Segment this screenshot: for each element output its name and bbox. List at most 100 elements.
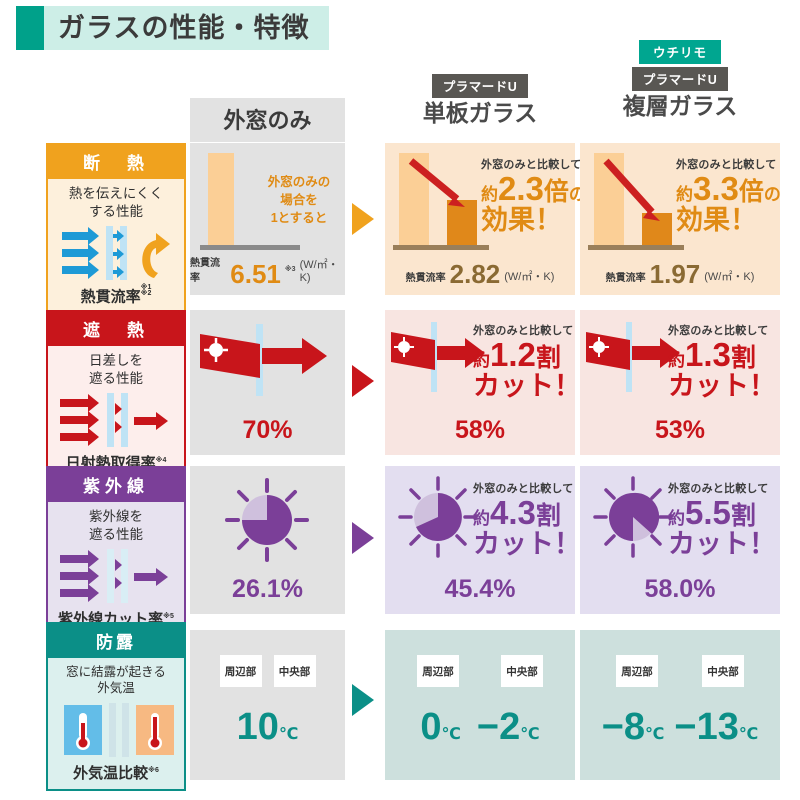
title-accent-bar — [16, 6, 44, 50]
cell-uv-double: 外窓のみと比較して 約5.5割 カット！ 58.0% — [580, 466, 780, 614]
cell-condensation-base: 周辺部 中央部 10℃ — [190, 630, 345, 780]
arrow-condensation-1 — [352, 684, 374, 716]
row-label-insulation-foot: 熱貫流率※1 ※2 — [80, 284, 152, 306]
metric-value: 2.82 — [449, 259, 501, 289]
compare-effect: カット！ — [473, 528, 581, 559]
row-label-uv-head: 紫外線 — [48, 468, 184, 502]
arrow-insulation-1 — [352, 203, 374, 235]
page-title: ガラスの性能・特徴 — [16, 6, 330, 50]
shading-base-value: 70% — [242, 416, 293, 444]
cell-shading-base: 70% — [190, 310, 345, 455]
cell-uv-single: 外窓のみと比較して 約4.3割 カット！ 45.4% — [385, 466, 581, 614]
compare-effect: 効果！ — [676, 204, 757, 235]
uv-single-value: 45.4% — [444, 575, 516, 603]
compare-value: 約1.2割 — [473, 336, 561, 373]
footnote-marker: ※5 — [163, 613, 174, 621]
metric-value: 6.51 — [230, 259, 281, 289]
insulation-single-metric: 熱貫流率 2.82 (W/㎡・K) — [385, 261, 575, 287]
compare-effect: カット！ — [668, 528, 776, 559]
metric-label: 熱貫流率 — [190, 258, 220, 284]
row-label-uv-sub: 紫外線を 遮る性能 — [89, 509, 143, 542]
metric-label: 熱貫流率 — [605, 273, 646, 284]
shading-double-value: 53% — [654, 416, 706, 444]
condensation-double-values: −8℃ −13℃ — [580, 708, 780, 746]
insulation-single-compare: 外窓のみと比較して 約2.3倍の 効果！ — [481, 156, 586, 234]
temp-value-center: −13 — [674, 706, 739, 748]
row-label-shading-sub: 日差しを 遮る性能 — [89, 353, 143, 386]
metric-footnote: ※3 — [284, 265, 296, 273]
compare-caption: 外窓のみと比較して — [473, 325, 574, 337]
metric-unit: (W/㎡・K) — [704, 271, 755, 283]
chip-center: 中央部 — [501, 655, 543, 687]
condensation-base-values: 10℃ — [190, 708, 345, 746]
insulation-base-note: 外窓のみの 場合を 1とすると — [267, 175, 331, 226]
compare-caption: 外窓のみと比較して — [481, 159, 582, 171]
row-label-insulation-sub: 熱を伝えにくく する性能 — [68, 186, 164, 219]
compare-caption: 外窓のみと比較して — [473, 483, 574, 495]
metric-label: 熱貫流率 — [405, 273, 446, 284]
uv-double-value: 58.0% — [644, 575, 716, 603]
metric-value: 1.97 — [649, 259, 701, 289]
arrow-shading-1 — [352, 365, 374, 397]
cell-condensation-double: 周辺部 中央部 −8℃ −13℃ — [580, 630, 780, 780]
row-label-shading-head: 遮 熱 — [48, 312, 184, 346]
column-header-double: ウチリモ プラマードU 複層ガラス — [580, 40, 780, 119]
metric-unit: (W/㎡・K) — [299, 259, 339, 284]
cell-shading-single: 外窓のみと比較して 約1.2割 カット！ 58% — [385, 310, 581, 455]
row-label-uv: 紫外線 紫外線を 遮る性能 紫外線カット率※5 — [46, 466, 186, 638]
compare-value: 約1.3割 — [668, 336, 756, 373]
insulation-double-metric: 熱貫流率 1.97 (W/㎡・K) — [580, 261, 780, 287]
column-header-single: プラマードU 単板ガラス — [385, 74, 575, 126]
chip-edge: 周辺部 — [616, 655, 658, 687]
cell-insulation-single: 外窓のみと比較して 約2.3倍の 効果！ 熱貫流率 2.82 (W/㎡・K) — [385, 143, 586, 295]
footnote-marker: ※1 ※2 — [140, 284, 152, 298]
chip-center: 中央部 — [273, 655, 316, 687]
condensation-illustration — [54, 701, 178, 759]
row-label-insulation: 断 熱 熱を伝えにくく する性能 熱貫 — [46, 143, 186, 315]
row-label-insulation-head: 断 熱 — [48, 145, 184, 179]
row-label-condensation-foot: 外気温比較※6 — [73, 764, 159, 782]
footnote-marker: ※4 — [155, 457, 167, 465]
shading-illustration — [54, 391, 178, 449]
row-label-condensation: 防露 窓に結露が起きる 外気温 — [46, 622, 186, 791]
column-header-double-label: 複層ガラス — [622, 93, 738, 119]
shading-double-compare: 外窓のみと比較して 約1.3割 カット！ — [668, 322, 776, 400]
temp-value-edge: 10 — [236, 706, 279, 748]
column-header-single-label: 単板ガラス — [422, 100, 538, 126]
chip-edge: 周辺部 — [219, 655, 262, 687]
insulation-double-compare: 外窓のみと比較して 約3.3倍の 効果！ — [676, 156, 781, 234]
temp-unit-edge: ℃ — [278, 726, 299, 743]
compare-value: 約5.5割 — [668, 494, 756, 531]
temp-value-edge: −8 — [601, 706, 646, 748]
temp-value-center: −2 — [476, 706, 521, 748]
series-chip-double: ウチリモ — [638, 40, 721, 64]
uv-base-value: 26.1% — [232, 575, 303, 603]
temp-unit-center: ℃ — [520, 726, 540, 743]
cell-insulation-double: 外窓のみと比較して 約3.3倍の 効果！ 熱貫流率 1.97 (W/㎡・K) — [580, 143, 781, 295]
compare-caption: 外窓のみと比較して — [668, 325, 769, 337]
cell-condensation-single: 周辺部 中央部 0℃ −2℃ — [385, 630, 575, 780]
arrow-uv-1 — [352, 522, 374, 554]
cell-insulation-base: 外窓のみの 場合を 1とすると 熱貫流率 6.51 ※3 (W/㎡・K) — [190, 143, 345, 295]
chip-edge: 周辺部 — [417, 655, 459, 687]
compare-caption: 外窓のみと比較して — [676, 159, 777, 171]
row-label-shading: 遮 熱 日差しを 遮る性能 日射熱取得率※4 — [46, 310, 186, 482]
column-header-base-label: 外窓のみ — [190, 98, 345, 142]
temp-value-edge: 0 — [420, 706, 442, 748]
page-title-text: ガラスの性能・特徴 — [58, 12, 310, 43]
brand-chip-single: プラマードU — [431, 74, 529, 98]
uv-single-compare: 外窓のみと比較して 約4.3割 カット！ — [473, 480, 581, 558]
compare-value: 約4.3割 — [473, 494, 561, 531]
compare-caption: 外窓のみと比較して — [668, 483, 769, 495]
insulation-base-metric: 熱貫流率 6.51 ※3 (W/㎡・K) — [190, 254, 345, 287]
condensation-single-values: 0℃ −2℃ — [385, 708, 575, 746]
compare-effect: 効果！ — [481, 204, 562, 235]
temp-unit-edge: ℃ — [441, 726, 461, 743]
compare-value: 約3.3倍の — [676, 170, 781, 207]
title-band: ガラスの性能・特徴 — [44, 6, 330, 50]
shading-single-value: 58% — [454, 416, 506, 444]
insulation-illustration — [54, 224, 178, 282]
shading-single-compare: 外窓のみと比較して 約1.2割 カット！ — [473, 322, 581, 400]
row-label-condensation-head: 防露 — [48, 624, 184, 658]
